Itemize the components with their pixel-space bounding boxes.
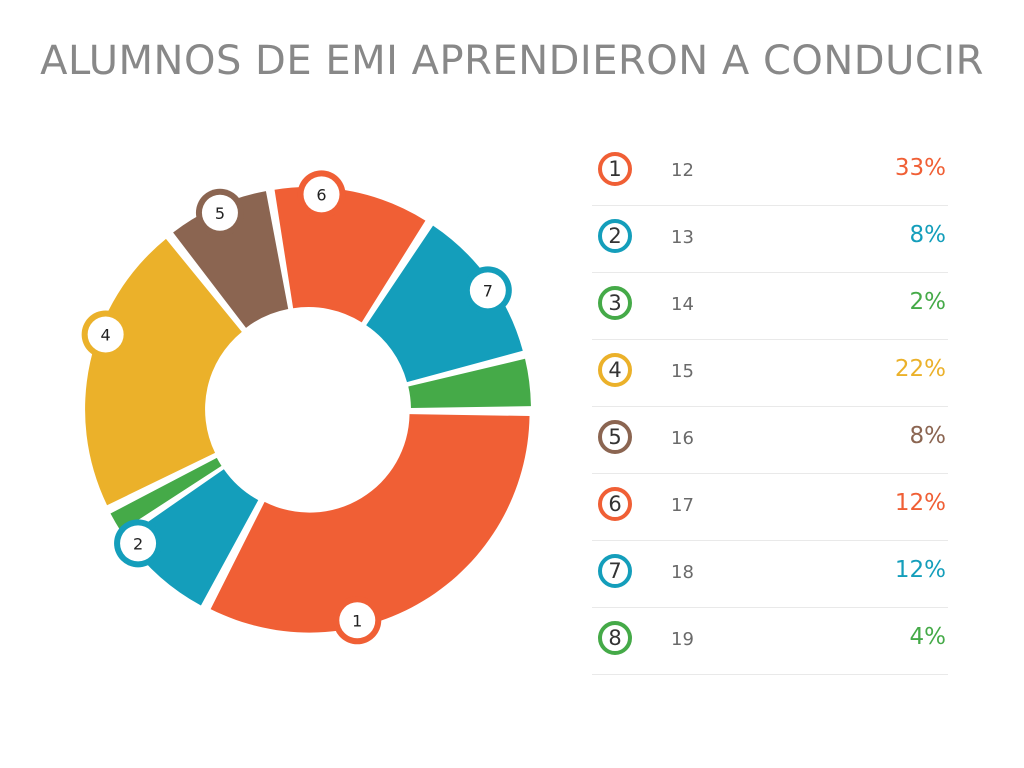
legend-badge: 2 — [598, 219, 632, 253]
legend-row-8: 8 19 4% — [592, 608, 948, 675]
legend-row-6: 6 17 12% — [592, 474, 948, 541]
legend-percent: 12% — [894, 557, 946, 583]
slice-badge-label: 2 — [133, 534, 143, 553]
legend-percent: 2% — [909, 289, 947, 315]
slice-badge-label: 5 — [215, 204, 225, 223]
donut-slice-8 — [408, 358, 531, 409]
legend-age: 13 — [671, 227, 694, 248]
slice-badge-7: 7 — [463, 266, 512, 315]
legend-percent: 12% — [894, 490, 946, 516]
donut-chart: 1 2 4 5 6 7 — [81, 170, 531, 645]
legend-row-1: 1 12 33% — [592, 139, 948, 206]
legend-percent: 4% — [909, 624, 947, 650]
legend-age: 17 — [671, 495, 694, 516]
donut-slice-2 — [125, 469, 259, 606]
slice-badge-label: 1 — [352, 611, 362, 630]
legend-badge: 1 — [598, 152, 632, 186]
donut-slice-6 — [274, 187, 426, 323]
slice-badge-1: 1 — [333, 596, 382, 645]
legend-percent: 33% — [894, 155, 946, 181]
legend-badge: 6 — [598, 487, 632, 521]
chart-title: ALUMNOS DE EMI APRENDIERON A CONDUCIR — [40, 38, 984, 84]
donut-slice-7 — [366, 225, 523, 383]
legend-age: 12 — [671, 160, 694, 181]
legend-age: 15 — [671, 361, 694, 382]
legend-badge: 3 — [598, 286, 632, 320]
legend-row-2: 2 13 8% — [592, 206, 948, 273]
slice-badge-2: 2 — [114, 519, 163, 568]
legend-age: 16 — [671, 428, 694, 449]
legend-percent: 8% — [909, 423, 947, 449]
legend-percent: 8% — [909, 222, 947, 248]
legend-percent: 22% — [894, 356, 946, 382]
legend-badge: 7 — [598, 554, 632, 588]
slice-badge-label: 7 — [483, 281, 493, 300]
slice-badge-4: 4 — [81, 310, 130, 359]
donut-slice-3 — [110, 457, 222, 532]
legend-age: 18 — [671, 562, 694, 583]
slice-badge-label: 4 — [101, 325, 111, 344]
slice-badge-6: 6 — [297, 170, 346, 219]
legend-age: 19 — [671, 629, 694, 650]
legend-badge: 4 — [598, 353, 632, 387]
legend-badge: 5 — [598, 420, 632, 454]
legend-row-5: 5 16 8% — [592, 407, 948, 474]
legend-row-3: 3 14 2% — [592, 273, 948, 340]
legend-badge: 8 — [598, 621, 632, 655]
legend-age: 14 — [671, 294, 694, 315]
slice-badge-5: 5 — [195, 188, 244, 237]
legend: 1 12 33% 2 13 8% 3 14 2% 4 15 22% 5 16 8% 6 17 12% 7 18 12% 8… — [592, 139, 948, 675]
slice-badge-label: 6 — [316, 185, 326, 204]
legend-row-7: 7 18 12% — [592, 541, 948, 608]
donut-slice-1 — [210, 414, 530, 633]
legend-row-4: 4 15 22% — [592, 340, 948, 407]
donut-slice-4 — [85, 238, 242, 506]
